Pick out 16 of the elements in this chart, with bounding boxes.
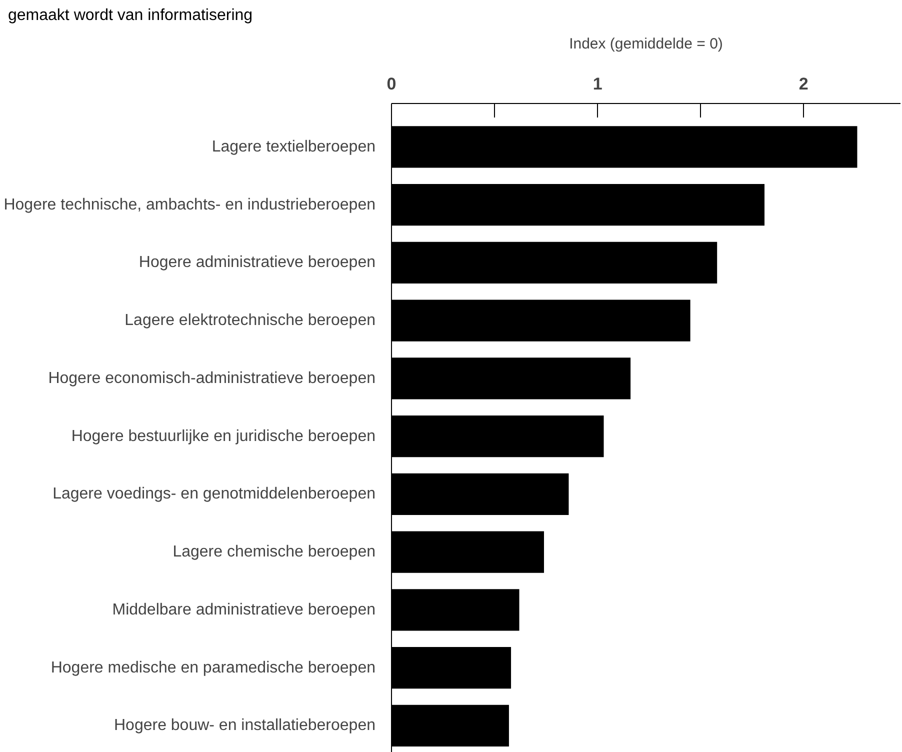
y-tick-label: Middelbare administratieve beroepen [112,601,376,618]
y-tick-label: Lagere elektrotechnische beroepen [124,312,376,330]
y-tick-label: Hogere administratieve beroepen [138,254,376,272]
x-tick-label: 0 [386,74,396,94]
x-axis-title: Index (gemiddelde = 0) [569,36,723,52]
y-tick-label: Hogere economisch-administratieve beroepen [48,370,376,387]
y-tick-label: Hogere bestuurlijke en juridische beroepen [71,428,376,445]
x-tick-label: 1 [592,74,602,94]
y-tick-label: Hogere bouw- en installatieberoepen [114,717,376,734]
y-tick-label: Hogere medische en paramedische beroepen [50,659,376,676]
y-tick-label: Lagere chemische beroepen [172,544,376,561]
y-tick-label: Hogere technische, ambachts- en industrieberoepen [4,196,376,214]
x-tick-label: 2 [798,74,808,94]
y-tick-label: Lagere textielberoepen [212,138,376,156]
y-tick-label: Lagere voedings- en genotmiddelenberoepen [52,486,376,503]
text: gemaakt wordt van informatisering [8,6,253,26]
